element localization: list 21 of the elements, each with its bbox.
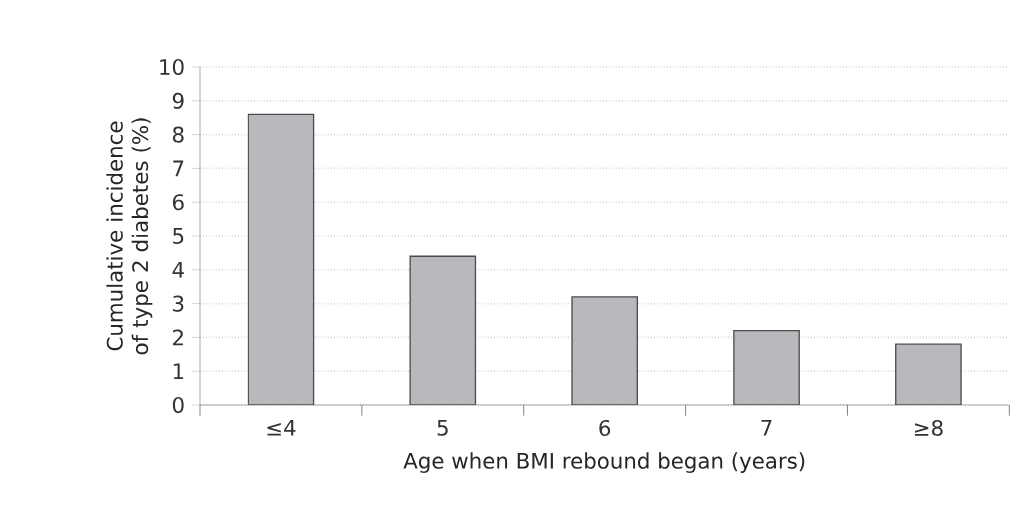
y-tick-label: 3 <box>173 295 184 312</box>
y-tick-label: 9 <box>172 92 184 109</box>
bar <box>733 329 800 405</box>
y-tick-label: 1 <box>173 363 184 379</box>
x-axis-title: Age when BMI rebound began (years) <box>403 452 805 473</box>
y-tick-label: 8 <box>172 126 184 143</box>
y-tick-label: 2 <box>173 329 183 346</box>
y-tick-label: 5 <box>173 228 184 244</box>
x-tick-label: ≤4 <box>267 419 296 436</box>
bar <box>409 255 477 405</box>
bar <box>247 113 315 405</box>
y-tick-label: 6 <box>172 194 184 211</box>
y-tick-label: 10 <box>160 58 184 76</box>
y-tick-label: 4 <box>172 262 184 278</box>
y-tick-label: 0 <box>172 396 184 414</box>
y-axis-title: Cumulative incidence of type 2 diabetes (%) <box>106 118 153 355</box>
x-tick-label: ≥8 <box>914 419 943 437</box>
x-tick-label: 5 <box>437 419 448 436</box>
x-tick-label: 7 <box>761 419 772 436</box>
y-tick-label: 7 <box>173 160 184 177</box>
x-tick-label: 6 <box>599 419 611 437</box>
